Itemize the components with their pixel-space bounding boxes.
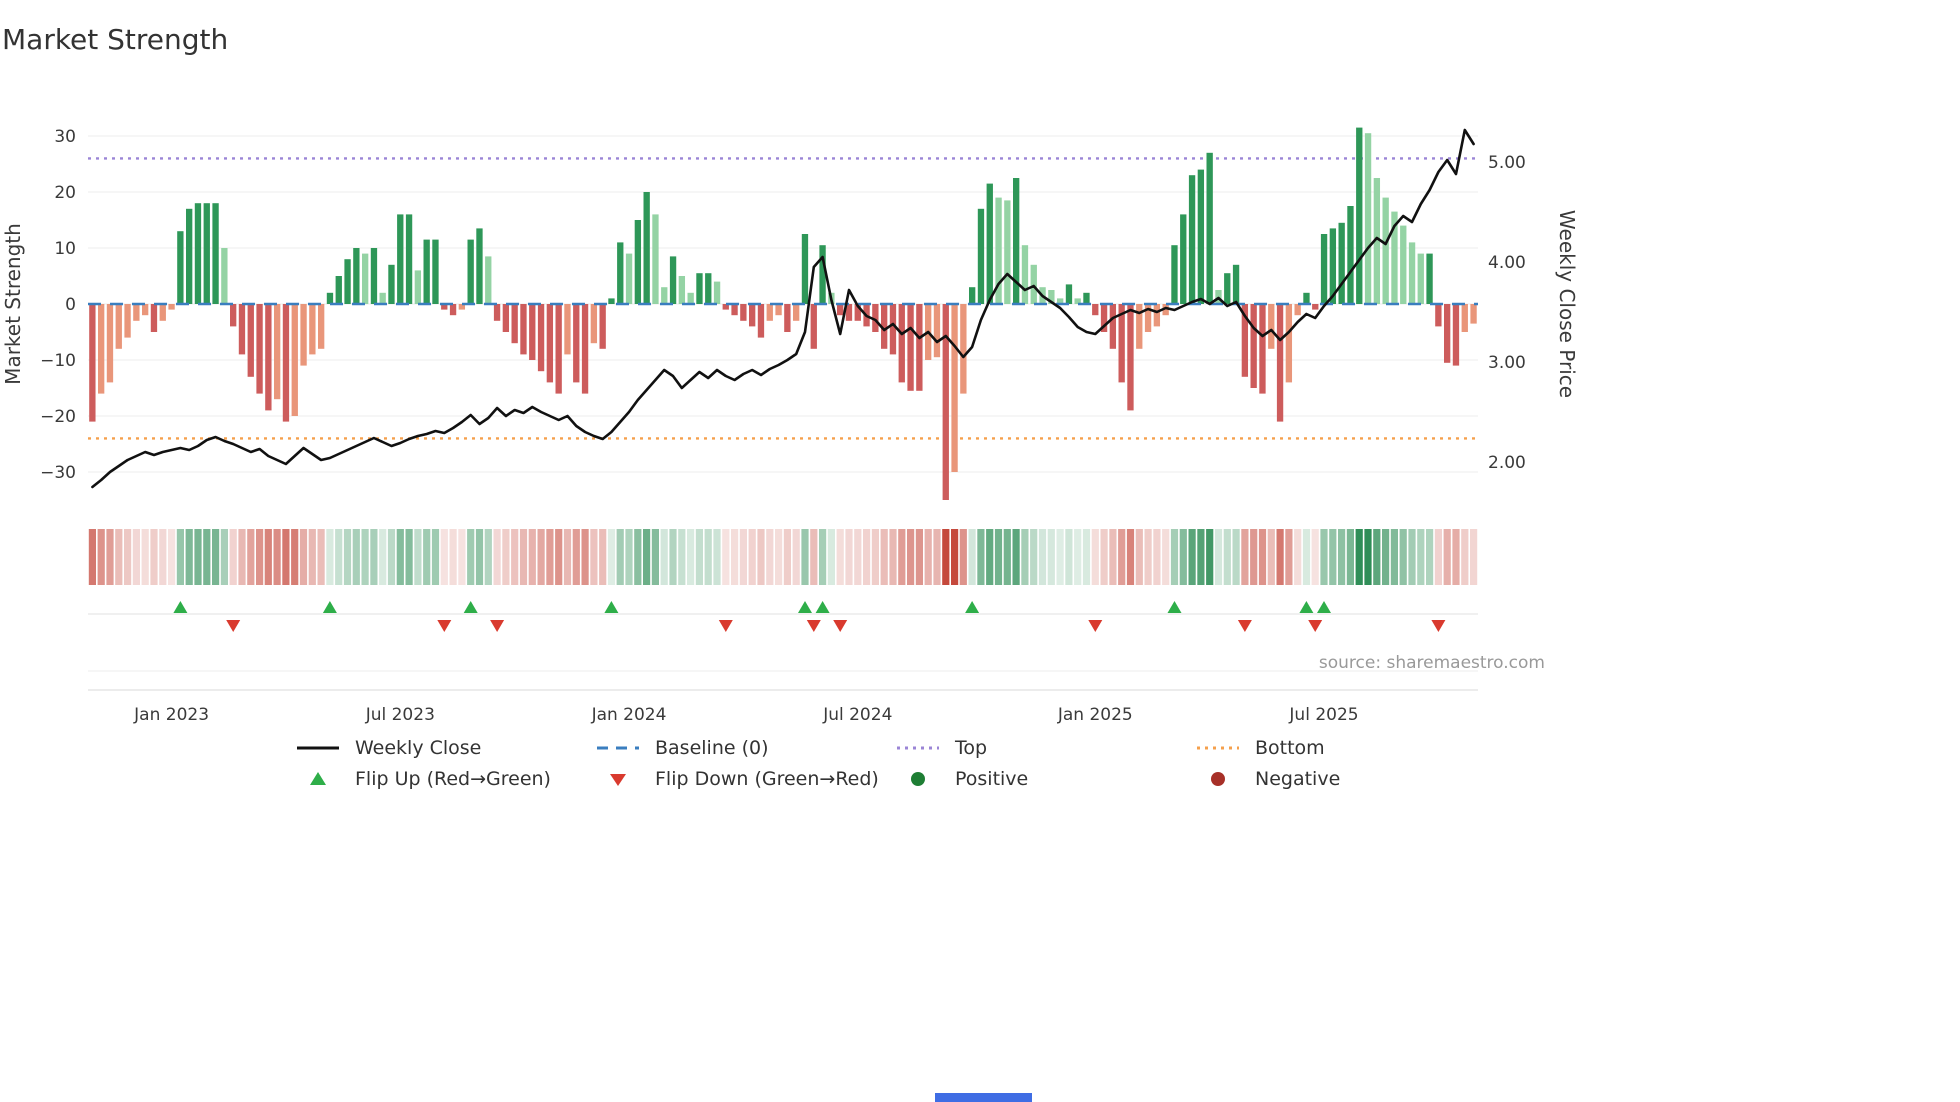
flip-markers (173, 601, 1446, 632)
svg-text:source: sharemaestro.com: source: sharemaestro.com (1319, 653, 1545, 673)
flip-up-marker (798, 601, 812, 613)
legend-label: Flip Up (Red→Green) (355, 768, 551, 790)
bottom-dotted-icon (1197, 746, 1239, 750)
legend-label: Negative (1255, 768, 1341, 790)
svg-text:4.00: 4.00 (1488, 253, 1526, 273)
legend-item-negative: Negative (1195, 768, 1495, 790)
svg-text:Jan 2024: Jan 2024 (591, 705, 667, 725)
legend-item-flip-up: Flip Up (Red→Green) (295, 768, 595, 790)
flip-up-marker (173, 601, 188, 613)
flip-up-marker (604, 601, 619, 613)
svg-text:Weekly Close Price: Weekly Close Price (1555, 210, 1579, 398)
flip-down-marker (1237, 620, 1252, 632)
legend-row-2: Flip Up (Red→Green) Flip Down (Green→Red… (295, 768, 1565, 790)
flip-up-marker (322, 601, 337, 613)
flip-down-marker (490, 620, 505, 632)
grid-layer (88, 135, 1478, 691)
legend-item-positive: Positive (895, 768, 1195, 790)
top-dotted-icon (897, 746, 939, 750)
svg-text:−10: −10 (40, 351, 76, 371)
positive-dot-icon (911, 772, 925, 786)
flip-down-marker (1431, 620, 1446, 632)
legend-item-bottom: Bottom (1195, 737, 1495, 759)
chart-legend: Weekly Close Baseline (0) Top Bottom (295, 737, 1565, 790)
flip-up-marker (1299, 601, 1314, 613)
flip-down-marker (718, 620, 733, 632)
legend-label: Baseline (0) (655, 737, 769, 759)
svg-text:0: 0 (65, 295, 76, 315)
svg-text:−30: −30 (40, 463, 76, 483)
legend-label: Bottom (1255, 737, 1325, 759)
svg-text:−20: −20 (40, 407, 76, 427)
flip-up-marker (463, 601, 478, 613)
page-title: Market Strength (2, 22, 229, 56)
legend-label: Positive (955, 768, 1029, 790)
svg-text:5.00: 5.00 (1488, 153, 1526, 173)
baseline-dash-icon (597, 746, 639, 750)
flip-up-marker (1317, 601, 1331, 613)
flip-up-marker (965, 601, 980, 613)
legend-label: Top (955, 737, 988, 759)
flip-down-marker (1308, 620, 1323, 632)
svg-text:Jul 2024: Jul 2024 (822, 705, 892, 725)
svg-text:3.00: 3.00 (1488, 353, 1526, 373)
source-text: source: sharemaestro.com (1319, 653, 1545, 673)
svg-text:30: 30 (54, 127, 76, 147)
legend-item-baseline: Baseline (0) (595, 737, 895, 759)
legend-label: Flip Down (Green→Red) (655, 768, 879, 790)
axis-labels: 30 20 10 0 −10 −20 −30 5.00 4.00 3.00 2.00 Jan 2023… (1, 127, 1579, 725)
svg-text:Jul 2023: Jul 2023 (365, 705, 435, 725)
flip-down-marker (226, 620, 241, 632)
svg-text:Market Strength: Market Strength (1, 223, 25, 385)
legend-label: Weekly Close (355, 737, 482, 759)
price-line (91, 128, 1475, 489)
flip-down-marker (437, 620, 452, 632)
flip-down-triangle-icon (610, 774, 626, 786)
heatmap-strip (88, 529, 1478, 585)
market-strength-chart: 30 20 10 0 −10 −20 −30 5.00 4.00 3.00 2.00 Jan 2023… (1, 127, 1579, 725)
legend-item-top: Top (895, 737, 1195, 759)
bottom-accent-bar (935, 1093, 1032, 1102)
flip-up-triangle-icon (310, 772, 326, 785)
svg-text:Jan 2023: Jan 2023 (133, 705, 209, 725)
flip-up-marker (1167, 601, 1182, 613)
legend-item-weekly-close: Weekly Close (295, 737, 595, 759)
flip-down-marker (806, 620, 821, 632)
strength-bars (89, 127, 1477, 500)
svg-text:Jul 2025: Jul 2025 (1288, 705, 1358, 725)
legend-item-flip-down: Flip Down (Green→Red) (595, 768, 895, 790)
flip-up-marker (815, 601, 830, 613)
svg-text:10: 10 (54, 239, 76, 259)
flip-down-marker (833, 620, 848, 632)
svg-text:Jan 2025: Jan 2025 (1057, 705, 1133, 725)
legend-row-1: Weekly Close Baseline (0) Top Bottom (295, 737, 1565, 759)
weekly-close-line-icon (297, 746, 339, 750)
svg-text:2.00: 2.00 (1488, 453, 1526, 473)
svg-text:20: 20 (54, 183, 76, 203)
flip-down-marker (1088, 620, 1103, 632)
negative-dot-icon (1211, 772, 1225, 786)
